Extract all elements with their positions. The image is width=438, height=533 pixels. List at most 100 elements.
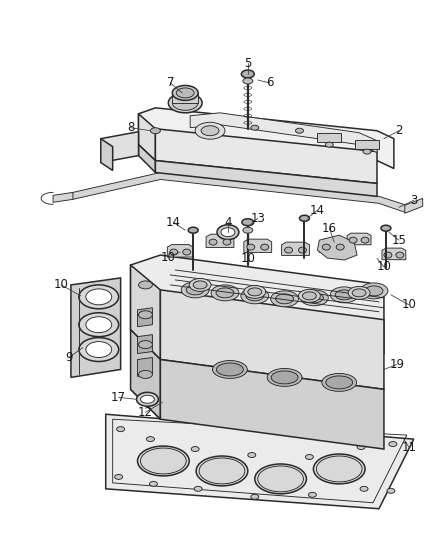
- Polygon shape: [382, 248, 406, 260]
- Ellipse shape: [300, 290, 328, 306]
- Ellipse shape: [396, 252, 404, 258]
- Ellipse shape: [276, 294, 293, 304]
- Polygon shape: [138, 114, 155, 160]
- Polygon shape: [319, 239, 347, 253]
- Text: 10: 10: [401, 298, 416, 311]
- Polygon shape: [190, 113, 377, 152]
- Ellipse shape: [248, 288, 262, 296]
- Ellipse shape: [209, 239, 217, 245]
- Polygon shape: [160, 360, 384, 449]
- Ellipse shape: [247, 244, 255, 250]
- Polygon shape: [155, 160, 377, 196]
- Ellipse shape: [194, 486, 202, 491]
- Text: 2: 2: [395, 124, 403, 137]
- Ellipse shape: [172, 95, 198, 110]
- Ellipse shape: [251, 494, 259, 499]
- Text: 6: 6: [266, 76, 273, 90]
- Ellipse shape: [79, 285, 119, 309]
- Polygon shape: [138, 108, 394, 168]
- Ellipse shape: [352, 289, 366, 297]
- Polygon shape: [106, 414, 414, 508]
- Polygon shape: [131, 265, 160, 360]
- Ellipse shape: [305, 455, 314, 459]
- Text: 10: 10: [53, 278, 68, 292]
- Ellipse shape: [138, 311, 152, 319]
- Ellipse shape: [365, 286, 383, 296]
- Text: 19: 19: [389, 358, 404, 371]
- Polygon shape: [138, 358, 152, 376]
- Ellipse shape: [255, 464, 307, 494]
- Text: 14: 14: [310, 204, 325, 217]
- Ellipse shape: [248, 453, 256, 457]
- Ellipse shape: [305, 293, 323, 303]
- Text: 15: 15: [392, 233, 406, 247]
- Polygon shape: [131, 255, 384, 354]
- Ellipse shape: [216, 288, 234, 298]
- Ellipse shape: [181, 282, 209, 298]
- Ellipse shape: [298, 289, 320, 302]
- Ellipse shape: [146, 437, 155, 441]
- Polygon shape: [172, 93, 198, 103]
- Text: 16: 16: [322, 222, 337, 235]
- Polygon shape: [167, 245, 193, 257]
- Ellipse shape: [242, 219, 254, 225]
- Polygon shape: [318, 133, 341, 142]
- Polygon shape: [244, 239, 272, 253]
- Text: 12: 12: [138, 406, 153, 419]
- Ellipse shape: [150, 128, 160, 134]
- Polygon shape: [405, 198, 423, 213]
- Ellipse shape: [79, 337, 119, 361]
- Text: 8: 8: [127, 121, 134, 134]
- Ellipse shape: [303, 292, 316, 300]
- Ellipse shape: [191, 447, 199, 451]
- Text: 7: 7: [166, 76, 174, 90]
- Ellipse shape: [322, 374, 357, 391]
- Ellipse shape: [251, 125, 259, 130]
- Ellipse shape: [195, 122, 225, 139]
- Polygon shape: [347, 233, 371, 245]
- Polygon shape: [71, 278, 120, 377]
- Ellipse shape: [243, 78, 253, 84]
- Ellipse shape: [86, 342, 112, 358]
- Ellipse shape: [267, 368, 302, 386]
- Polygon shape: [138, 308, 152, 327]
- Ellipse shape: [360, 283, 388, 299]
- Text: 13: 13: [250, 212, 265, 225]
- Text: 10: 10: [240, 252, 255, 264]
- Ellipse shape: [261, 244, 268, 250]
- Ellipse shape: [241, 288, 268, 304]
- Polygon shape: [101, 132, 138, 163]
- Ellipse shape: [193, 281, 207, 289]
- Ellipse shape: [221, 228, 235, 237]
- Ellipse shape: [381, 225, 391, 231]
- Ellipse shape: [172, 85, 198, 100]
- Polygon shape: [206, 234, 234, 247]
- Ellipse shape: [357, 445, 365, 449]
- Polygon shape: [131, 330, 160, 419]
- Ellipse shape: [117, 426, 124, 432]
- Text: 10: 10: [161, 251, 176, 263]
- Polygon shape: [53, 192, 73, 203]
- Ellipse shape: [168, 93, 202, 113]
- Polygon shape: [71, 173, 407, 212]
- Ellipse shape: [363, 149, 371, 154]
- Ellipse shape: [115, 474, 123, 479]
- Ellipse shape: [246, 291, 264, 301]
- Ellipse shape: [86, 289, 112, 305]
- Ellipse shape: [211, 285, 239, 301]
- Ellipse shape: [336, 244, 344, 250]
- Ellipse shape: [138, 370, 152, 378]
- Ellipse shape: [243, 227, 253, 233]
- Ellipse shape: [196, 456, 248, 486]
- Ellipse shape: [189, 278, 211, 292]
- Ellipse shape: [271, 371, 298, 384]
- Text: 17: 17: [111, 391, 126, 404]
- Ellipse shape: [138, 341, 152, 349]
- Ellipse shape: [285, 247, 293, 253]
- Ellipse shape: [183, 249, 191, 255]
- Ellipse shape: [314, 454, 365, 484]
- Text: 10: 10: [377, 261, 392, 273]
- Ellipse shape: [138, 446, 189, 476]
- Ellipse shape: [216, 363, 244, 376]
- Polygon shape: [355, 140, 379, 149]
